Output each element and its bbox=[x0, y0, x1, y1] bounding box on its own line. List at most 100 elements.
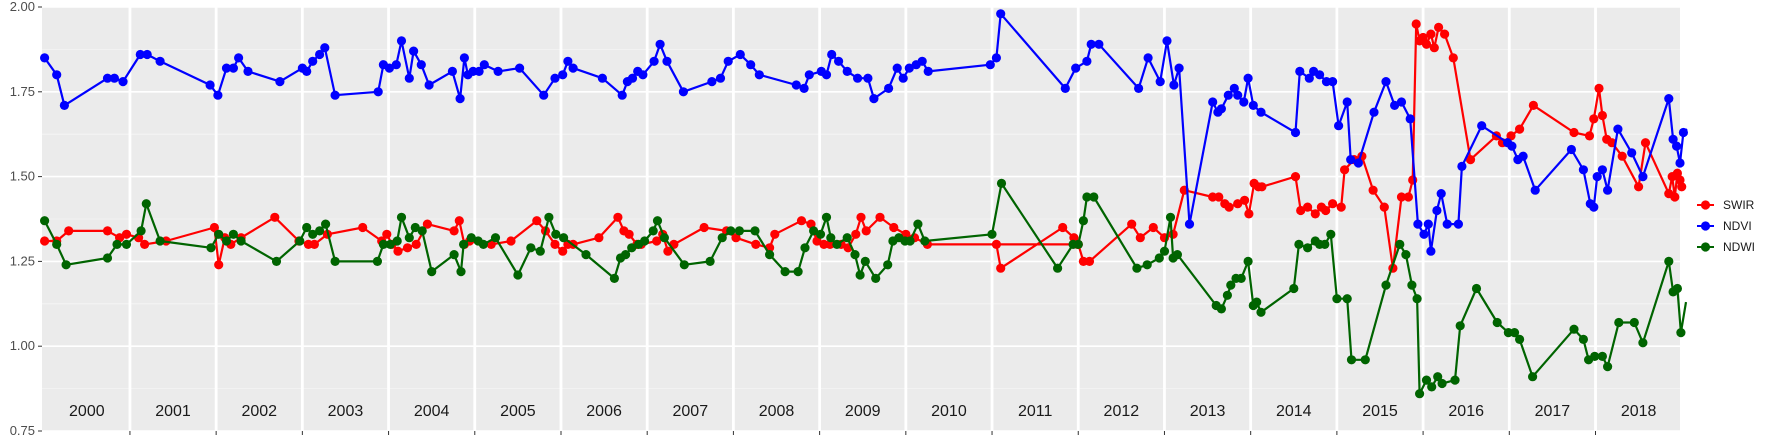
data-point bbox=[544, 212, 554, 222]
data-point bbox=[1303, 202, 1313, 212]
data-point bbox=[821, 212, 832, 222]
data-point bbox=[206, 243, 216, 253]
data-point bbox=[800, 243, 810, 253]
data-point bbox=[917, 56, 927, 66]
data-point bbox=[640, 236, 650, 246]
data-point bbox=[905, 236, 915, 246]
data-point bbox=[1436, 189, 1446, 199]
data-point bbox=[393, 246, 403, 256]
data-point bbox=[270, 212, 280, 222]
data-point bbox=[1629, 317, 1639, 328]
data-point bbox=[1584, 131, 1595, 141]
data-point bbox=[1676, 328, 1686, 338]
data-point bbox=[1240, 195, 1250, 205]
data-point bbox=[1528, 372, 1538, 382]
data-point bbox=[648, 226, 658, 236]
data-point bbox=[884, 83, 894, 93]
data-point bbox=[1127, 219, 1137, 229]
data-point bbox=[384, 63, 394, 73]
data-point bbox=[649, 56, 659, 66]
data-point bbox=[40, 236, 50, 246]
data-point bbox=[754, 70, 764, 80]
year-label: 2011 bbox=[1018, 403, 1053, 420]
data-point bbox=[860, 256, 870, 266]
data-point bbox=[563, 56, 573, 66]
data-point bbox=[991, 239, 1002, 249]
data-point bbox=[1248, 100, 1258, 110]
data-point bbox=[396, 212, 407, 222]
data-point bbox=[551, 229, 561, 239]
data-point bbox=[118, 77, 128, 87]
data-point bbox=[559, 233, 569, 243]
data-point bbox=[402, 243, 413, 253]
data-point bbox=[825, 239, 835, 249]
data-point bbox=[1134, 83, 1144, 93]
data-point bbox=[141, 199, 151, 209]
year-label: 2015 bbox=[1362, 403, 1398, 420]
data-point bbox=[1589, 114, 1599, 124]
data-point bbox=[1412, 294, 1422, 304]
data-point bbox=[330, 90, 340, 100]
data-point bbox=[1597, 110, 1607, 121]
data-point bbox=[136, 226, 146, 236]
data-point bbox=[1405, 114, 1415, 124]
data-point bbox=[1477, 121, 1487, 131]
data-point bbox=[382, 229, 392, 239]
data-point bbox=[209, 222, 219, 233]
data-point bbox=[1239, 97, 1249, 107]
data-point bbox=[1290, 172, 1301, 182]
data-point bbox=[404, 233, 414, 243]
data-point bbox=[826, 233, 836, 243]
data-point bbox=[705, 256, 715, 266]
data-point bbox=[112, 239, 122, 249]
data-point bbox=[621, 250, 631, 260]
year-label: 2006 bbox=[586, 403, 622, 420]
data-point bbox=[1332, 294, 1342, 304]
data-point bbox=[456, 267, 466, 277]
data-point bbox=[61, 260, 71, 270]
data-point bbox=[996, 9, 1006, 19]
data-point bbox=[1578, 165, 1588, 175]
data-point bbox=[1395, 239, 1405, 249]
data-point bbox=[1396, 192, 1407, 202]
data-point bbox=[1437, 378, 1447, 389]
data-point bbox=[449, 226, 459, 236]
data-point bbox=[535, 246, 545, 256]
year-label: 2001 bbox=[155, 403, 191, 420]
data-point bbox=[1677, 182, 1687, 192]
series-ndvi bbox=[40, 9, 1688, 256]
year-separators bbox=[128, 7, 1597, 431]
data-point bbox=[834, 56, 844, 66]
data-point bbox=[1216, 304, 1226, 314]
data-point bbox=[1216, 104, 1226, 114]
data-point bbox=[1290, 127, 1301, 138]
data-point bbox=[309, 239, 319, 249]
data-point bbox=[871, 273, 881, 283]
data-point bbox=[1078, 216, 1088, 226]
data-point bbox=[594, 233, 604, 243]
data-point bbox=[815, 229, 826, 239]
data-point bbox=[996, 178, 1007, 188]
data-point bbox=[550, 239, 560, 249]
data-point bbox=[597, 73, 608, 83]
data-point bbox=[746, 60, 756, 70]
data-point bbox=[1222, 290, 1232, 300]
y-tick-label: 1.00 bbox=[10, 338, 35, 353]
data-point bbox=[735, 49, 745, 60]
data-point bbox=[330, 256, 340, 266]
data-point bbox=[447, 66, 457, 76]
data-point bbox=[1597, 351, 1607, 361]
data-point bbox=[1082, 56, 1092, 66]
data-point bbox=[1226, 280, 1236, 290]
data-point bbox=[707, 77, 717, 87]
data-point bbox=[59, 100, 69, 110]
data-point bbox=[723, 56, 733, 66]
legend: SWIR NDVI NDWI bbox=[1697, 198, 1755, 254]
data-point bbox=[142, 49, 152, 60]
data-point bbox=[627, 243, 637, 253]
data-point bbox=[1086, 39, 1096, 49]
legend-key-point bbox=[1700, 221, 1711, 231]
data-point bbox=[1432, 205, 1442, 216]
data-point bbox=[804, 70, 814, 80]
data-point bbox=[1617, 151, 1627, 161]
